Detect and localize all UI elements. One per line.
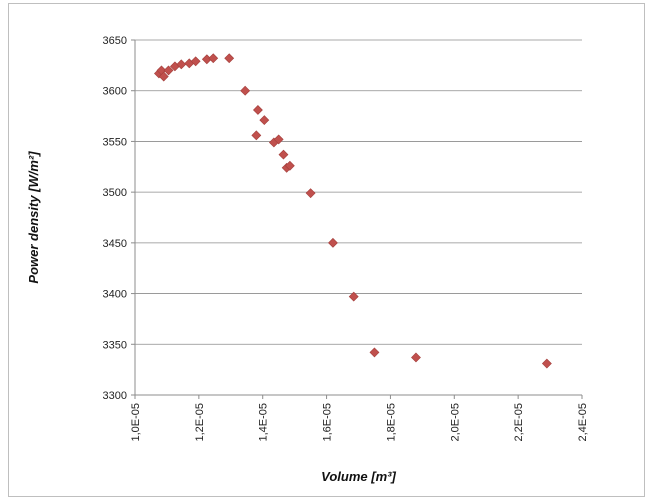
x-tick-label: 1,0E-05	[130, 403, 142, 442]
chart-area	[8, 3, 645, 497]
data-point	[278, 149, 289, 160]
data-point	[190, 56, 201, 67]
data-point	[541, 358, 552, 369]
data-point	[411, 352, 421, 363]
data-point	[253, 105, 263, 115]
y-tick-label: 3600	[103, 86, 127, 98]
x-axis-title: Volume [m³]	[321, 469, 396, 484]
data-point	[158, 71, 169, 82]
data-points	[154, 53, 552, 369]
x-tick-label: 2,2E-05	[513, 403, 525, 442]
x-tick-label: 1,2E-05	[194, 403, 206, 442]
y-tick-label: 3400	[103, 289, 127, 301]
x-tick-label: 1,4E-05	[258, 403, 270, 442]
data-point	[328, 237, 338, 248]
data-point	[273, 134, 284, 145]
data-point	[176, 59, 187, 70]
data-point	[240, 85, 251, 96]
x-tick-label: 2,4E-05	[577, 403, 589, 442]
y-tick-labels: 3300 3350 3400 3450 3500 3550 3600 3650	[103, 35, 127, 402]
data-point	[251, 130, 262, 141]
data-point	[163, 65, 174, 76]
y-tick-label: 3650	[103, 35, 127, 47]
x-tick-labels: 1,0E-05 1,2E-05 1,4E-05 1,6E-05 1,8E-05 2,0E-…	[130, 403, 589, 442]
x-tick-label: 1,8E-05	[385, 403, 397, 442]
y-tick-label: 3450	[103, 238, 127, 250]
data-point	[348, 291, 359, 302]
data-point	[305, 188, 316, 199]
data-point	[259, 115, 270, 126]
y-tick-label: 3300	[103, 390, 127, 402]
gridlines	[135, 39, 582, 345]
data-point	[369, 347, 380, 358]
y-tick-label: 3550	[103, 136, 127, 148]
x-tick-label: 1,6E-05	[322, 403, 334, 442]
axes	[131, 39, 583, 399]
y-tick-label: 3500	[103, 187, 127, 199]
data-point	[208, 53, 219, 64]
x-tick-label: 2,0E-05	[449, 403, 461, 442]
data-point	[224, 53, 235, 64]
y-axis-title: Power density [W/m²]	[26, 151, 41, 284]
y-tick-label: 3350	[103, 339, 127, 351]
data-point	[284, 160, 295, 171]
